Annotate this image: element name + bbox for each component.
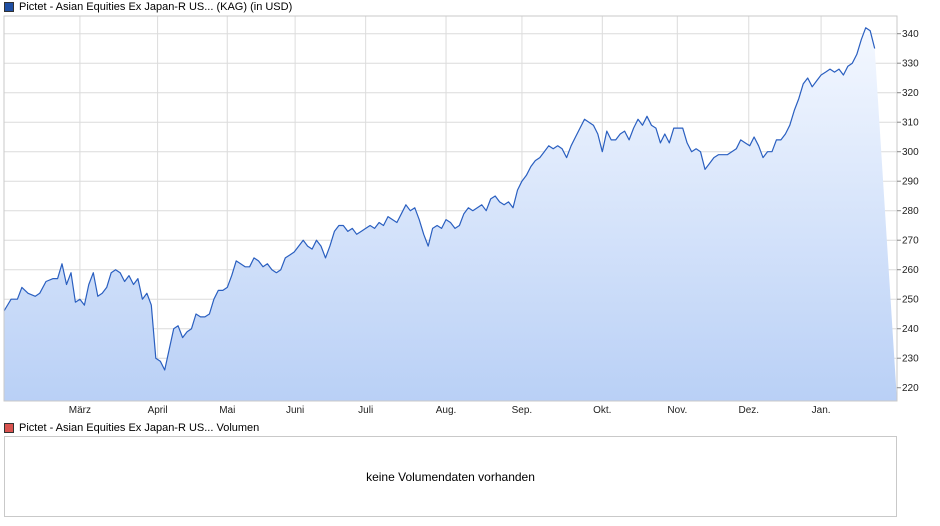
x-tick-label: Dez. [738,405,759,416]
y-tick-label: 340 [902,29,919,40]
x-tick-label: März [69,405,91,416]
price-legend: Pictet - Asian Equities Ex Japan-R US...… [4,0,292,14]
price-legend-swatch [4,2,14,12]
y-axis-ticks: 220 230 240 250 260 270 280 290 300 310 320 330 340 [897,29,919,394]
y-tick-label: 220 [902,383,919,394]
x-tick-label: Mai [219,405,235,416]
volume-legend-swatch [4,423,14,433]
price-legend-label: Pictet - Asian Equities Ex Japan-R US...… [19,1,293,13]
y-tick-label: 320 [902,88,919,99]
y-tick-label: 280 [902,206,919,217]
x-axis-ticks: März April Mai Juni Juli Aug. Sep. Okt. Nov. Dez.… [69,405,831,416]
x-tick-label: Juni [286,405,304,416]
y-tick-label: 330 [902,59,919,70]
x-tick-label: Nov. [667,405,687,416]
y-tick-label: 260 [902,265,919,276]
price-area [4,27,897,402]
price-chart: 220230240250260270280290300310320330340 … [3,15,919,416]
y-tick-label: 240 [902,324,919,335]
x-tick-label: Juli [358,405,373,416]
y-tick-label: 300 [902,147,919,158]
no-volume-message: keine Volumendaten vorhanden [366,470,535,484]
volume-panel: keine Volumendaten vorhanden [4,436,897,517]
volume-legend: Pictet - Asian Equities Ex Japan-R US...… [4,421,259,435]
x-tick-label: Aug. [436,405,457,416]
price-line [3,27,876,371]
y-tick-label: 270 [902,236,919,247]
y-tick-label: 290 [902,177,919,188]
volume-legend-label: Pictet - Asian Equities Ex Japan-R US...… [19,422,260,434]
x-tick-label: April [148,405,168,416]
y-tick-label: 230 [902,354,919,365]
y-tick-label: 310 [902,118,919,129]
x-tick-label: Okt. [593,405,611,416]
y-tick-label: 250 [902,295,919,306]
plot-frame [3,15,898,402]
x-tick-label: Jan. [812,405,831,416]
x-tick-label: Sep. [512,405,533,416]
